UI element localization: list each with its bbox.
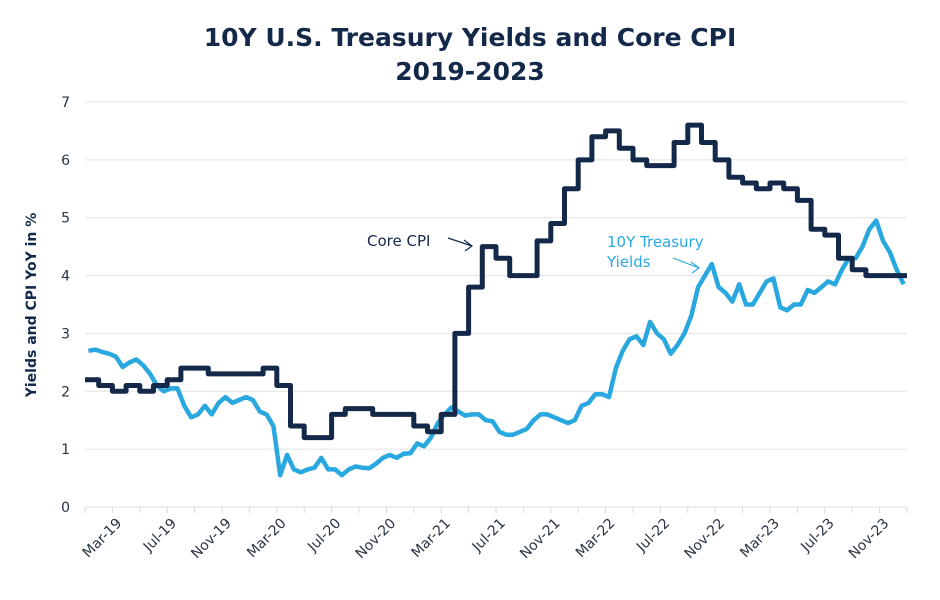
y-tick-label: 5 [61,211,70,227]
y-axis-label: Yields and CPI YoY in % [24,213,40,399]
treasury-yield-line [88,218,906,478]
y-tick-label: 2 [61,384,70,400]
y-tick-label: 6 [61,153,70,169]
yields-arrow [672,257,701,274]
x-tick-label: Nov-19 [188,516,235,563]
x-tick-label: Nov-21 [517,516,564,563]
core-cpi-annotation: Core CPI [367,232,430,250]
x-tick-label: Jul-20 [304,516,344,556]
chart-subtitle: 2019-2023 [395,57,545,86]
x-tick-label: Mar-20 [244,516,290,562]
series-lines [85,122,907,478]
y-tick-labels: 0 1 2 3 4 5 6 7 [61,95,70,516]
yields-annotation-line1: 10Y Treasury [607,233,704,251]
gridlines [84,101,908,513]
y-tick-label: 7 [61,95,70,111]
x-tick-label: Nov-22 [681,516,728,563]
x-tick-label: Nov-23 [846,516,893,563]
x-tick-label: Mar-21 [408,516,454,562]
core-cpi-arrow [447,237,474,252]
x-tick-label: Mar-22 [573,516,619,562]
x-tick-label: Jul-19 [140,516,180,556]
x-tick-label: Jul-21 [469,516,509,556]
y-tick-label: 0 [61,500,70,516]
x-tick-label: Jul-22 [633,516,673,556]
x-tick-label: Nov-20 [353,516,400,563]
x-tick-label: Mar-23 [737,516,783,562]
core-cpi-line [85,122,907,441]
yields-annotation-line2: Yields [606,253,651,271]
y-tick-label: 3 [61,326,70,342]
x-tick-label: Jul-23 [797,516,837,556]
x-tick-labels: Mar-19 Jul-19 Nov-19 Mar-20 Jul-20 Nov-20 Mar-… [80,516,893,563]
y-tick-label: 1 [61,442,70,458]
chart-title: 10Y U.S. Treasury Yields and Core CPI [204,23,737,52]
x-tick-label: Mar-19 [80,516,126,562]
y-tick-label: 4 [61,269,70,285]
